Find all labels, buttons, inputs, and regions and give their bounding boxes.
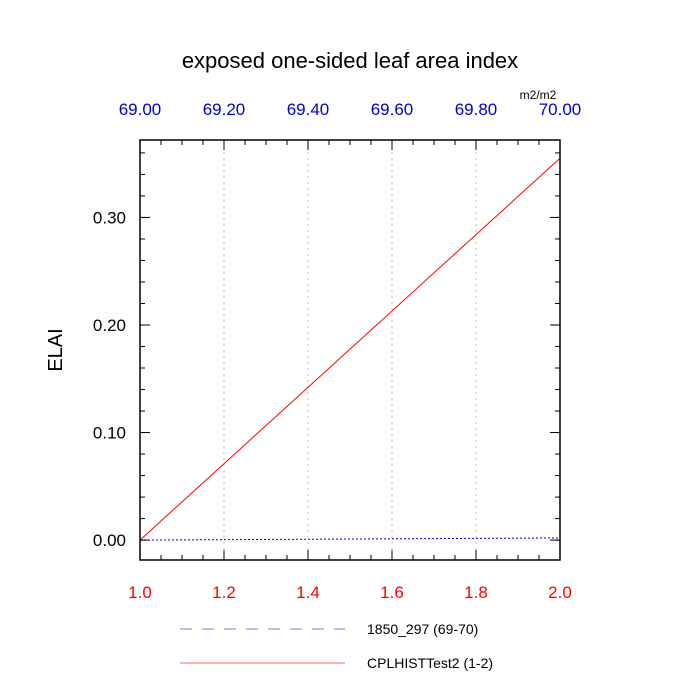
y-tick-label: 0.30 — [93, 208, 126, 227]
x-top-tick-label: 69.40 — [287, 100, 330, 119]
x-top-tick-label: 69.20 — [203, 100, 246, 119]
series-line — [139, 537, 561, 541]
tick-labels: 1.0 1.2 1.4 1.6 1.8 2.0 69.00 69.20 69.40 69.60 69… — [93, 100, 581, 602]
x-bottom-tick-label: 1.4 — [296, 583, 320, 602]
x-top-tick-label: 69.60 — [371, 100, 414, 119]
x-top-tick-label: 70.00 — [539, 100, 582, 119]
series-lines — [139, 157, 561, 541]
x-bottom-tick-label: 1.6 — [380, 583, 404, 602]
legend: 1850_297 (69-70) CPLHISTTest2 (1-2) — [180, 621, 493, 671]
x-bottom-tick-label: 1.2 — [212, 583, 236, 602]
grid-lines — [223, 140, 477, 560]
axis-ticks — [139, 140, 561, 560]
units-label: m2/m2 — [520, 88, 557, 102]
plot-frame — [139, 139, 561, 561]
legend-label: CPLHISTTest2 (1-2) — [367, 655, 493, 671]
x-bottom-tick-label: 1.0 — [128, 583, 152, 602]
series-line — [139, 157, 561, 541]
y-tick-label: 0.10 — [93, 424, 126, 443]
y-axis-label: ELAI — [45, 328, 67, 371]
chart-title: exposed one-sided leaf area index — [182, 48, 518, 73]
y-tick-label: 0.00 — [93, 531, 126, 550]
y-tick-label: 0.20 — [93, 316, 126, 335]
x-top-tick-label: 69.80 — [455, 100, 498, 119]
legend-label: 1850_297 (69-70) — [367, 621, 478, 637]
x-bottom-tick-label: 2.0 — [548, 583, 572, 602]
x-bottom-tick-label: 1.8 — [464, 583, 488, 602]
x-top-tick-label: 69.00 — [119, 100, 162, 119]
